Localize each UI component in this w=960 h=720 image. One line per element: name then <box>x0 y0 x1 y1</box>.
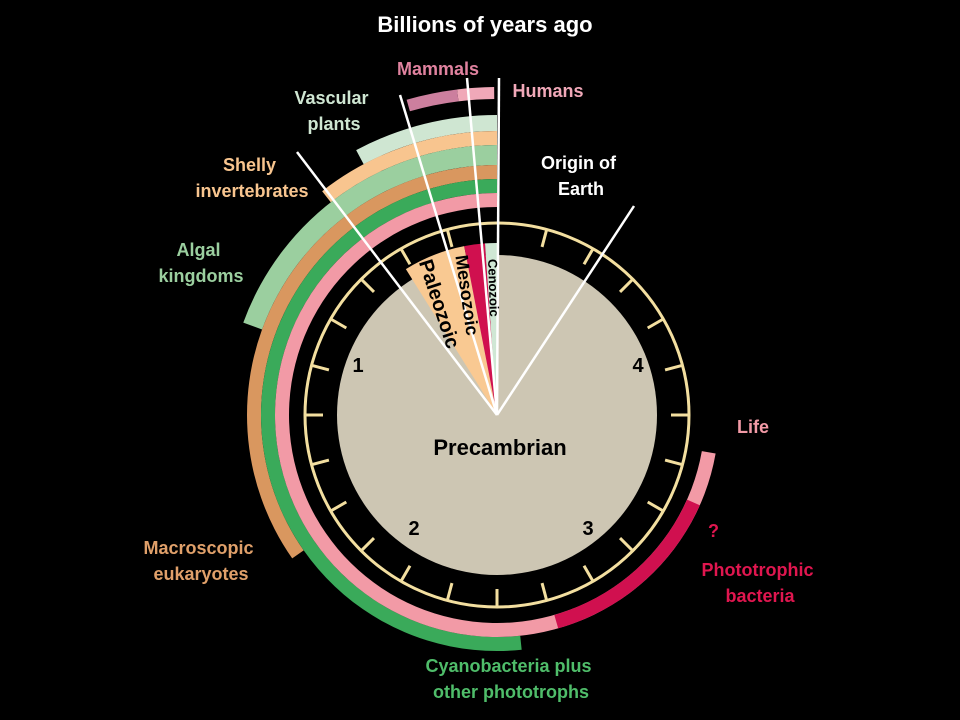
paleozoic-wedge <box>405 246 497 415</box>
phototrophic-bacteria-label: ? Phototrophic bacteria <box>702 521 819 606</box>
clock-number-4: 4 <box>632 355 644 377</box>
clock-number-3: 3 <box>582 518 593 540</box>
photo-question: ? <box>708 521 719 541</box>
shelly-invertebrates-arc <box>322 131 497 203</box>
origin-line-1: Origin of <box>541 153 617 173</box>
clock-tick <box>664 458 683 467</box>
cenozoic-label: Cenozoic <box>485 259 502 317</box>
clock-tick <box>618 278 634 294</box>
origin-of-earth-label: Origin of Earth <box>541 153 621 199</box>
precambrian-label: Precambrian <box>433 435 566 460</box>
clock-tick <box>311 458 330 467</box>
mammals-label: Mammals <box>397 59 479 79</box>
life-label: Life <box>737 417 769 437</box>
clock-number-2: 2 <box>408 518 419 540</box>
clock-tick <box>445 229 454 248</box>
pointer-lines <box>296 77 636 416</box>
clock-tick <box>646 317 665 330</box>
shelly-invertebrates-label: Shelly invertebrates <box>195 155 308 201</box>
shelly-line-2: invertebrates <box>195 181 308 201</box>
event-arcs <box>243 87 716 651</box>
origin-pointer <box>495 205 636 416</box>
diagram-title: Billions of years ago <box>377 12 592 37</box>
clock-tick <box>540 582 549 601</box>
cyanobacteria-label: Cyanobacteria plus other phototrophs <box>425 656 596 702</box>
algal-line-2: kingdoms <box>158 266 243 286</box>
clock-tick <box>618 536 634 552</box>
clock-tick <box>540 229 549 248</box>
clock-tick <box>664 363 683 372</box>
shelly-line-1: Shelly <box>223 155 276 175</box>
vascular-plants-arc <box>356 115 497 165</box>
clock-number-1: 1 <box>352 355 363 377</box>
clock-tick <box>399 564 412 583</box>
vascular-pointer <box>398 94 499 416</box>
humans-arc <box>457 87 495 102</box>
vascular-plants-line-2: plants <box>307 114 360 134</box>
macro-line-1: Macroscopic <box>143 538 253 558</box>
macroscopic-eukaryotes-arc <box>246 165 497 559</box>
clock-tick <box>582 564 595 583</box>
photo-line-1: Phototrophic <box>702 560 814 580</box>
mesozoic-wedge <box>464 243 497 415</box>
clock-tick <box>311 363 330 372</box>
shelly-pointer <box>296 151 498 416</box>
clock-tick <box>445 582 454 601</box>
algal-kingdoms-label: Algal kingdoms <box>158 240 243 286</box>
macroscopic-eukaryotes-label: Macroscopic eukaryotes <box>143 538 258 584</box>
clock-tick <box>399 247 412 266</box>
clock-tick <box>360 536 376 552</box>
cyano-line-2: other phototrophs <box>433 682 589 702</box>
algal-line-1: Algal <box>176 240 220 260</box>
clock-ticks <box>305 229 689 607</box>
origin-line-2: Earth <box>558 179 604 199</box>
algal-kingdoms-arc <box>243 145 497 330</box>
clock-tick <box>329 500 348 513</box>
cyano-line-1: Cyanobacteria plus <box>425 656 591 676</box>
mammals-pointer <box>465 77 499 416</box>
clock-tick <box>582 247 595 266</box>
vascular-plants-label: Vascular plants <box>294 88 373 134</box>
humans-label: Humans <box>512 81 583 101</box>
photo-line-2: bacteria <box>725 586 795 606</box>
humans-pointer <box>495 77 501 416</box>
macro-line-2: eukaryotes <box>153 564 248 584</box>
clock-tick <box>360 278 376 294</box>
clock-tick <box>646 500 665 513</box>
mammals-arc <box>406 89 459 112</box>
clock-tick <box>329 317 348 330</box>
phototrophic-bacteria-arc <box>554 499 700 629</box>
vascular-plants-line-1: Vascular <box>294 88 368 108</box>
